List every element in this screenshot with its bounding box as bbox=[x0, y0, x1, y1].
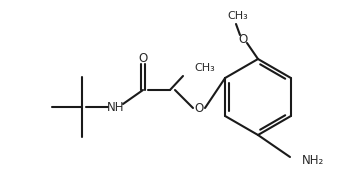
Text: NH: NH bbox=[107, 100, 125, 114]
Text: O: O bbox=[138, 51, 148, 65]
Text: NH₂: NH₂ bbox=[302, 154, 324, 168]
Text: CH₃: CH₃ bbox=[194, 63, 215, 73]
Text: O: O bbox=[194, 102, 204, 114]
Text: CH₃: CH₃ bbox=[228, 11, 248, 21]
Text: O: O bbox=[238, 33, 248, 45]
